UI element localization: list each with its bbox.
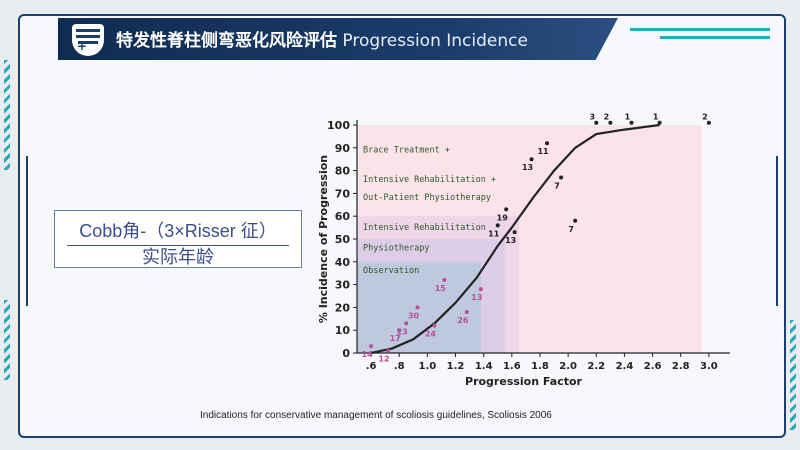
data-point-label-16: 3 [589, 113, 595, 122]
x-tick-label-10: 2.6 [644, 361, 662, 372]
data-point-label-1: 12 [378, 355, 389, 364]
data-point-2 [397, 328, 402, 333]
y-tick-label-0: 0 [342, 347, 350, 360]
left-dash-decoration [4, 60, 10, 170]
data-point-label-11: 13 [505, 236, 516, 245]
x-tick-label-1: .8 [394, 361, 405, 372]
y-tick-label-70: 70 [335, 187, 351, 200]
data-point-10 [504, 207, 509, 212]
data-point-19 [657, 120, 662, 125]
x-tick-label-4: 1.4 [475, 361, 493, 372]
y-tick-label-40: 40 [335, 256, 351, 269]
y-axis-label: % Incidence of Progression [317, 155, 330, 323]
data-point-5 [432, 323, 437, 328]
x-tick-label-9: 2.4 [616, 361, 634, 372]
data-point-label-14: 7 [554, 181, 560, 190]
left-dash-decoration-bottom [4, 300, 10, 380]
y-tick-label-100: 100 [327, 119, 350, 132]
x-tick-label-0: .6 [366, 361, 377, 372]
data-point-11 [512, 230, 517, 235]
zone-label-0-1: Intensive Rehabilitation + [363, 175, 496, 185]
x-tick-label-3: 1.2 [447, 361, 465, 372]
data-point-label-3: 23 [397, 327, 408, 336]
data-point-18 [629, 120, 634, 125]
x-tick-label-7: 2.0 [559, 361, 577, 372]
incidence-curve [370, 123, 660, 355]
data-point-17 [608, 120, 613, 125]
data-point-8 [478, 287, 483, 292]
x-tick-label-6: 1.8 [531, 361, 549, 372]
data-point-label-4: 30 [408, 311, 420, 320]
x-tick-label-8: 2.2 [587, 361, 605, 372]
data-point-9 [495, 223, 500, 228]
header-accent-lines [620, 18, 770, 60]
data-point-6 [442, 278, 447, 283]
zone-label-0-2: Out-Patient Physiotherapy [363, 193, 491, 203]
zone-label-2-0: Physiotherapy [363, 243, 430, 253]
data-point-label-0: 14 [362, 350, 374, 359]
data-point-label-7: 26 [457, 316, 469, 325]
y-tick-label-50: 50 [335, 233, 351, 246]
frame-right-rule [776, 156, 778, 306]
data-point-7 [464, 309, 469, 314]
data-point-label-8: 13 [471, 293, 482, 302]
data-point-label-9: 11 [488, 229, 500, 238]
header-bar [58, 18, 618, 60]
data-point-label-12: 13 [522, 163, 533, 172]
x-tick-label-11: 2.8 [672, 361, 690, 372]
data-point-3 [404, 321, 409, 326]
zone-label-1-0: Intensive Rehabilitation [363, 223, 486, 233]
data-point-label-19: 1 [653, 113, 659, 122]
data-point-20 [706, 120, 711, 125]
data-point-16 [594, 120, 599, 125]
data-point-14 [559, 175, 564, 180]
data-point-15 [573, 218, 578, 223]
progression-chart: Brace Treatment + Intensive Rehabilitatio… [317, 113, 730, 388]
formula-numerator: Cobb角-（3×Risser 征） [67, 217, 289, 246]
citation: Indications for conservative management … [200, 410, 552, 421]
data-point-label-6: 15 [435, 284, 447, 293]
data-point-4 [415, 305, 420, 310]
y-tick-label-90: 90 [335, 142, 351, 155]
formula-denominator: 实际年龄 [142, 247, 214, 267]
x-tick-label-5: 1.6 [503, 361, 521, 372]
page-title: 特发性脊柱侧弯恶化风险评估 Progression Incidence [116, 26, 528, 51]
page-title-zh: 特发性脊柱侧弯恶化风险评估 [116, 31, 337, 51]
frame-left-rule [26, 156, 28, 306]
data-point-label-20: 2 [702, 113, 708, 122]
data-point-label-18: 1 [625, 113, 631, 122]
data-point-label-2: 17 [390, 334, 401, 343]
zone-label-0-0: Brace Treatment + [363, 145, 450, 155]
right-dash-decoration [790, 320, 796, 430]
data-point-label-13: 11 [537, 147, 549, 156]
zone-label-3-0: Observation [363, 266, 419, 276]
x-axis-label: Progression Factor [465, 375, 583, 388]
y-tick-label-20: 20 [335, 301, 351, 314]
page-title-en: Progression Incidence [342, 31, 528, 51]
data-point-label-15: 7 [568, 225, 574, 234]
data-point-12 [529, 157, 534, 162]
data-point-0 [369, 344, 374, 349]
x-tick-label-2: 1.0 [419, 361, 437, 372]
x-tick-label-12: 3.0 [700, 361, 718, 372]
y-tick-label-30: 30 [335, 279, 351, 292]
shield-logo-icon: + [72, 24, 104, 56]
y-tick-label-60: 60 [335, 210, 351, 223]
data-point-label-10: 19 [497, 213, 509, 222]
y-tick-label-80: 80 [335, 165, 351, 178]
data-point-13 [545, 141, 550, 146]
data-point-label-5: 24 [425, 330, 437, 339]
progression-factor-formula: Cobb角-（3×Risser 征） 实际年龄 [54, 210, 302, 268]
y-tick-label-10: 10 [335, 324, 351, 337]
data-point-1 [385, 348, 390, 353]
data-point-label-17: 2 [604, 113, 610, 122]
